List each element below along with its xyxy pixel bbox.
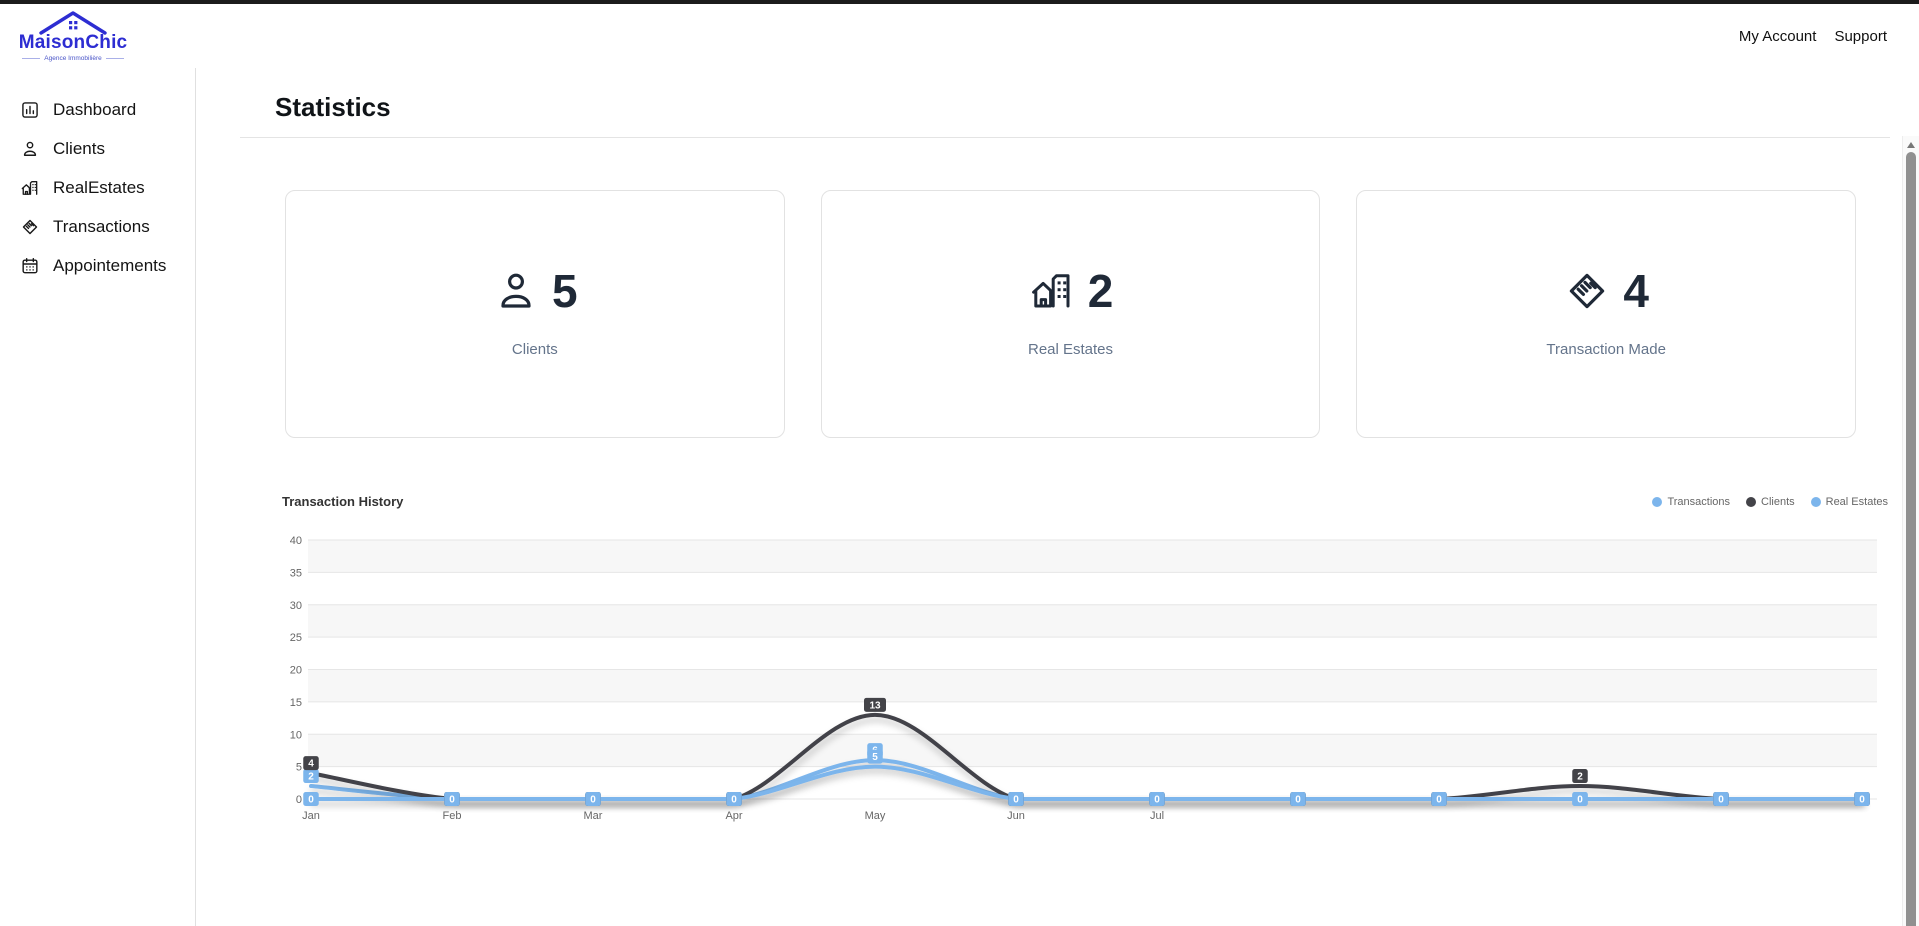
svg-text:0: 0 <box>590 795 596 806</box>
legend-item-transactions[interactable]: Transactions <box>1652 496 1730 508</box>
sidebar-item-clients[interactable]: Clients <box>20 129 195 168</box>
sidebar-item-label: Transactions <box>53 216 150 236</box>
svg-text:25: 25 <box>290 632 302 644</box>
brand-logo[interactable]: MaisonChic Agence Immobilière <box>19 10 127 62</box>
page-title: Statistics <box>275 92 391 122</box>
legend-dot <box>1652 496 1663 507</box>
svg-text:20: 20 <box>290 665 302 677</box>
clients-count: 5 <box>552 265 578 317</box>
sidebar-item-dashboard[interactable]: Dashboard <box>20 90 195 129</box>
svg-text:5: 5 <box>296 762 302 774</box>
buildings-icon <box>1028 267 1076 315</box>
buildings-icon <box>20 178 40 198</box>
svg-text:Mar: Mar <box>584 810 603 822</box>
svg-text:10: 10 <box>290 729 302 741</box>
sidebar-item-realestates[interactable]: RealEstates <box>20 168 195 207</box>
vertical-scrollbar[interactable] <box>1902 136 1919 926</box>
brand-tagline: Agence Immobilière <box>22 55 124 62</box>
svg-text:0: 0 <box>1577 795 1583 806</box>
sidebar-item-label: RealEstates <box>53 177 145 197</box>
svg-text:0: 0 <box>731 795 737 806</box>
stat-card-label: Clients <box>511 341 558 358</box>
handshake-icon <box>20 217 40 237</box>
svg-text:0: 0 <box>308 795 314 806</box>
chart-plot-area: 0510152025303540JanFebMarAprMayJunJul200… <box>290 535 1877 822</box>
brand-name: MaisonChic <box>18 32 128 53</box>
svg-text:Feb: Feb <box>443 810 462 822</box>
stat-card-label: Real Estates <box>1027 341 1114 358</box>
stat-card-transactions: 4 Transaction Made <box>1356 190 1857 438</box>
svg-text:35: 35 <box>290 567 302 579</box>
my-account-link[interactable]: My Account <box>1738 27 1817 45</box>
svg-text:0: 0 <box>1718 795 1724 806</box>
stat-card-label: Transaction Made <box>1546 341 1666 358</box>
svg-text:Jan: Jan <box>302 810 320 822</box>
stat-card-clients: 5 Clients <box>285 190 785 438</box>
stat-card-realestates: 2 Real Estates <box>820 190 1321 438</box>
legend-dot <box>1810 496 1821 507</box>
sidebar-item-appointements[interactable]: Appointements <box>20 246 195 285</box>
svg-text:0: 0 <box>1154 795 1160 806</box>
svg-text:13: 13 <box>869 700 881 711</box>
calendar-icon <box>20 256 40 276</box>
transactions-count: 4 <box>1623 265 1649 317</box>
window-top-edge <box>0 0 1919 4</box>
chart-title: Transaction History <box>282 494 404 509</box>
stat-cards-row: 5 Clients <box>285 190 1857 438</box>
legend-item-clients[interactable]: Clients <box>1746 496 1795 508</box>
main-content: Statistics 5 Clients <box>196 68 1919 926</box>
page-divider <box>240 137 1890 138</box>
svg-text:2: 2 <box>1577 772 1583 783</box>
handshake-icon <box>1563 267 1611 315</box>
scrollbar-thumb[interactable] <box>1906 152 1916 926</box>
house-roof-icon <box>39 11 107 35</box>
support-link[interactable]: Support <box>1834 27 1887 45</box>
svg-text:0: 0 <box>1013 795 1019 806</box>
sidebar-item-label: Clients <box>53 138 105 158</box>
dashboard-icon <box>20 100 40 120</box>
svg-text:0: 0 <box>1295 795 1301 806</box>
svg-text:40: 40 <box>290 535 302 547</box>
svg-text:Jun: Jun <box>1007 810 1025 822</box>
person-icon <box>20 139 40 159</box>
transaction-history-chart: Transaction History Transactions Clients… <box>282 494 1890 840</box>
scroll-up-arrow-icon[interactable] <box>1907 142 1915 148</box>
chart-legend: Transactions Clients Real Estates <box>1652 496 1888 508</box>
person-icon <box>492 267 540 315</box>
svg-text:0: 0 <box>1436 795 1442 806</box>
legend-dot <box>1746 496 1756 507</box>
svg-text:4: 4 <box>308 759 314 770</box>
svg-text:Apr: Apr <box>725 810 742 822</box>
svg-text:May: May <box>865 810 886 822</box>
svg-text:0: 0 <box>1859 795 1865 806</box>
svg-text:Jul: Jul <box>1150 810 1164 822</box>
sidebar: Dashboard Clients <box>0 68 196 926</box>
svg-text:15: 15 <box>290 697 302 709</box>
sidebar-item-label: Dashboard <box>53 99 137 119</box>
svg-text:5: 5 <box>872 752 878 763</box>
legend-item-realestates[interactable]: Real Estates <box>1810 496 1888 508</box>
svg-text:30: 30 <box>290 600 302 612</box>
svg-text:0: 0 <box>449 795 455 806</box>
app-header: MaisonChic Agence Immobilière My Account… <box>0 4 1919 68</box>
svg-text:0: 0 <box>296 794 302 806</box>
sidebar-item-transactions[interactable]: Transactions <box>20 207 195 246</box>
sidebar-item-label: Appointements <box>53 255 167 275</box>
realestates-count: 2 <box>1087 265 1114 317</box>
svg-text:2: 2 <box>308 772 314 783</box>
